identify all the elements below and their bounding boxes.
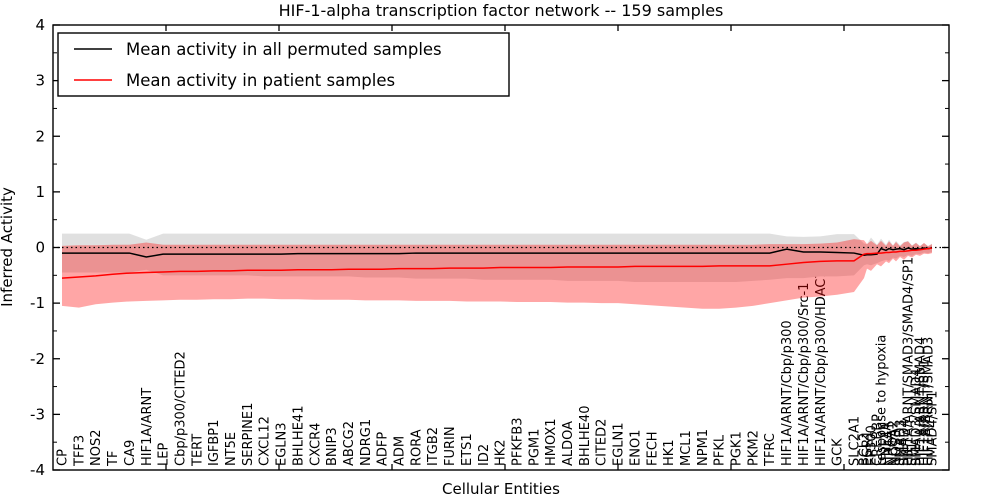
- x-entity-label: CXCL12: [258, 416, 273, 466]
- x-entity-label: CREBBP: [871, 414, 886, 466]
- x-entity-label: ALDOA: [561, 421, 576, 466]
- x-entity-label: HIF1A/ARNT/SP1: [918, 359, 933, 466]
- x-entity-label: TF: [106, 451, 121, 467]
- x-entity-label: PFKL: [713, 434, 728, 466]
- x-entity-label: MCL1: [679, 430, 694, 466]
- x-entity-label: ABCG2: [342, 421, 357, 466]
- x-axis-label: Cellular Entities: [442, 480, 560, 498]
- x-entity-label: IGFBP1: [207, 420, 222, 466]
- patient-band: [62, 239, 932, 309]
- x-entity-labels: CP TFF3 NOS2 TF CA9 HIF1A/ARNT LEP Cbp/p300/CIT…: [56, 257, 941, 467]
- x-entity-label: GCK: [831, 438, 846, 466]
- legend: Mean activity in all permuted samples Me…: [57, 32, 510, 97]
- x-entity-label: NDRG1: [359, 419, 374, 466]
- x-entity-label: PGK1: [730, 431, 745, 466]
- x-entity-label: FURIN: [443, 426, 458, 466]
- permuted-mean-line: [62, 247, 933, 258]
- y-tick-label: 2: [35, 127, 45, 145]
- y-tick-label: 1: [35, 183, 45, 201]
- y-tick-label: -2: [30, 350, 45, 368]
- x-entity-label: SMAD4/SP1: [926, 391, 941, 466]
- x-entity-label: HIF1A/ARNT/Cbp/p300: [780, 320, 795, 466]
- x-entity-label: CA9: [123, 440, 138, 466]
- x-entity-label: ENO1: [628, 430, 643, 466]
- x-entity-label: CP: [56, 449, 71, 466]
- x-entity-label: NT5E: [224, 432, 239, 466]
- x-entity-label: NCOA2: [887, 420, 902, 466]
- x-entity-label: EGR1: [861, 430, 876, 466]
- x-entity-label: EP300: [865, 425, 880, 466]
- x-entity-label: TFRC: [763, 433, 778, 467]
- patient-mean-line: [61, 247, 933, 279]
- x-entity-label: LEP: [157, 443, 172, 466]
- x-entity-label: HIF1A/ARNT/SMAD4: [914, 337, 929, 466]
- x-entity-label: RORA: [409, 429, 424, 466]
- axis-ticks: 4 3 2 1 0 -1 -2 -3 -4: [30, 16, 949, 479]
- x-entity-label: HIF1A/ARNT/SMAD3: [922, 337, 937, 466]
- legend-label-patient: Mean activity in patient samples: [126, 71, 395, 90]
- x-entity-label: SMAD3/SMAD4: [910, 368, 925, 466]
- y-tick-label: 3: [35, 72, 45, 90]
- y-tick-label: -1: [30, 294, 45, 312]
- x-entity-label: BNIP3: [325, 427, 340, 466]
- x-entity-label: HMOX1: [544, 418, 559, 466]
- x-entity-label: ADFP: [376, 432, 391, 466]
- confidence-bands: [62, 233, 932, 309]
- x-entity-label: PFKFB3: [511, 417, 526, 466]
- y-tick-label: 0: [35, 239, 45, 257]
- chart-title: HIF-1-alpha transcription factor network…: [279, 1, 724, 20]
- y-tick-label: 4: [35, 16, 45, 34]
- x-entity-label: ETS1: [460, 433, 475, 466]
- x-entity-label: ADM: [393, 436, 408, 466]
- x-entity-label: CITED2: [595, 419, 610, 466]
- x-entity-label: TERT: [190, 434, 205, 467]
- x-entity-label: FECH: [645, 431, 660, 466]
- x-entity-label: NR4A1: [883, 422, 898, 466]
- y-tick-label: -4: [30, 461, 45, 479]
- x-entity-label: EGLN3: [275, 422, 290, 466]
- y-tick-label: -3: [30, 405, 45, 423]
- x-entity-label: HNF4A: [880, 422, 895, 466]
- x-entity-label: BCL2: [858, 433, 873, 466]
- plot-frame: [52, 24, 950, 471]
- x-entity-label: HIF1A/ARNT/SMAD3/SMAD4/SP1: [902, 257, 917, 466]
- x-entity-label: SMAD4: [898, 419, 913, 466]
- x-entity-label: HIF1A/ARNT/Cbp/p300/HDAC7: [814, 270, 829, 466]
- y-axis-label: Inferred Activity: [0, 187, 16, 307]
- x-entity-label: SMAD3: [894, 419, 909, 466]
- x-entity-label: CXCR4: [308, 423, 323, 466]
- x-entity-label: SLC2A1: [848, 416, 863, 466]
- x-entity-label: Cbp/p300/CITED2: [174, 351, 189, 466]
- x-entity-label: SP1: [906, 442, 921, 466]
- x-entity-label: NOS2: [89, 430, 104, 466]
- x-entity-label: PKM2: [746, 430, 761, 466]
- x-entity-label: ID2: [477, 444, 492, 466]
- x-entity-label: BHLHE41: [291, 406, 306, 466]
- x-entity-label: EGLN1: [612, 422, 627, 466]
- x-entity-label: ITGB2: [426, 427, 441, 466]
- x-entity-label: BHLHE40: [578, 406, 593, 466]
- x-entity-label: HIF1A/ARNT: [140, 388, 155, 466]
- x-entity-label: NPM1: [696, 429, 711, 466]
- x-entity-label: HK2: [494, 439, 509, 466]
- x-entity-label: SERPINE1: [241, 403, 256, 466]
- series-lines: [53, 246, 949, 279]
- x-entity-label: HIF1A/ARNT/Cbp/p300/Src-1: [797, 283, 812, 466]
- x-entity-label: HK1: [662, 439, 677, 466]
- x-entity-label: PGM1: [527, 429, 542, 466]
- x-entity-label: response to hypoxia: [875, 335, 890, 466]
- x-entity-label: TFF3: [72, 435, 87, 467]
- legend-label-permuted: Mean activity in all permuted samples: [126, 40, 442, 59]
- x-entity-label: NOS3: [890, 430, 905, 466]
- legend-box: [57, 32, 510, 97]
